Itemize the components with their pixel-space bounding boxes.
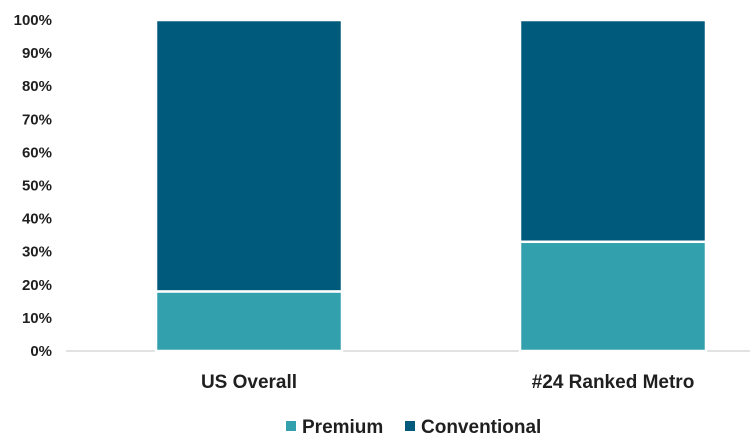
y-tick-label: 20%	[22, 277, 52, 294]
legend: Premium Conventional	[286, 417, 541, 435]
y-tick-label: 0%	[30, 343, 52, 360]
category-labels: US Overall #24 Ranked Metro	[201, 372, 694, 393]
y-tick-label: 10%	[22, 310, 52, 327]
legend-swatch-premium	[286, 421, 296, 431]
y-tick-label: 90%	[22, 45, 52, 62]
y-axis-ticks: 0% 10% 20% 30% 40% 50% 60% 70% 80% 90% 100%	[14, 12, 52, 360]
legend-label-premium: Premium	[302, 417, 383, 435]
y-tick-label: 40%	[22, 211, 52, 228]
x-category-label: #24 Ranked Metro	[532, 372, 695, 393]
y-tick-label: 100%	[14, 12, 52, 29]
bar-conventional-1	[154, 18, 344, 293]
bar-conventional-2	[518, 18, 708, 244]
y-tick-label: 80%	[22, 78, 52, 95]
y-tick-label: 60%	[22, 144, 52, 161]
legend-label-conventional: Conventional	[421, 417, 541, 435]
bar-premium-2	[518, 240, 708, 353]
y-tick-label: 50%	[22, 178, 52, 195]
x-category-label: US Overall	[201, 372, 297, 393]
legend-swatch-conventional	[405, 421, 415, 431]
bar-premium-1	[154, 290, 344, 353]
y-tick-label: 30%	[22, 244, 52, 261]
y-tick-label: 70%	[22, 111, 52, 128]
bars	[154, 18, 708, 353]
